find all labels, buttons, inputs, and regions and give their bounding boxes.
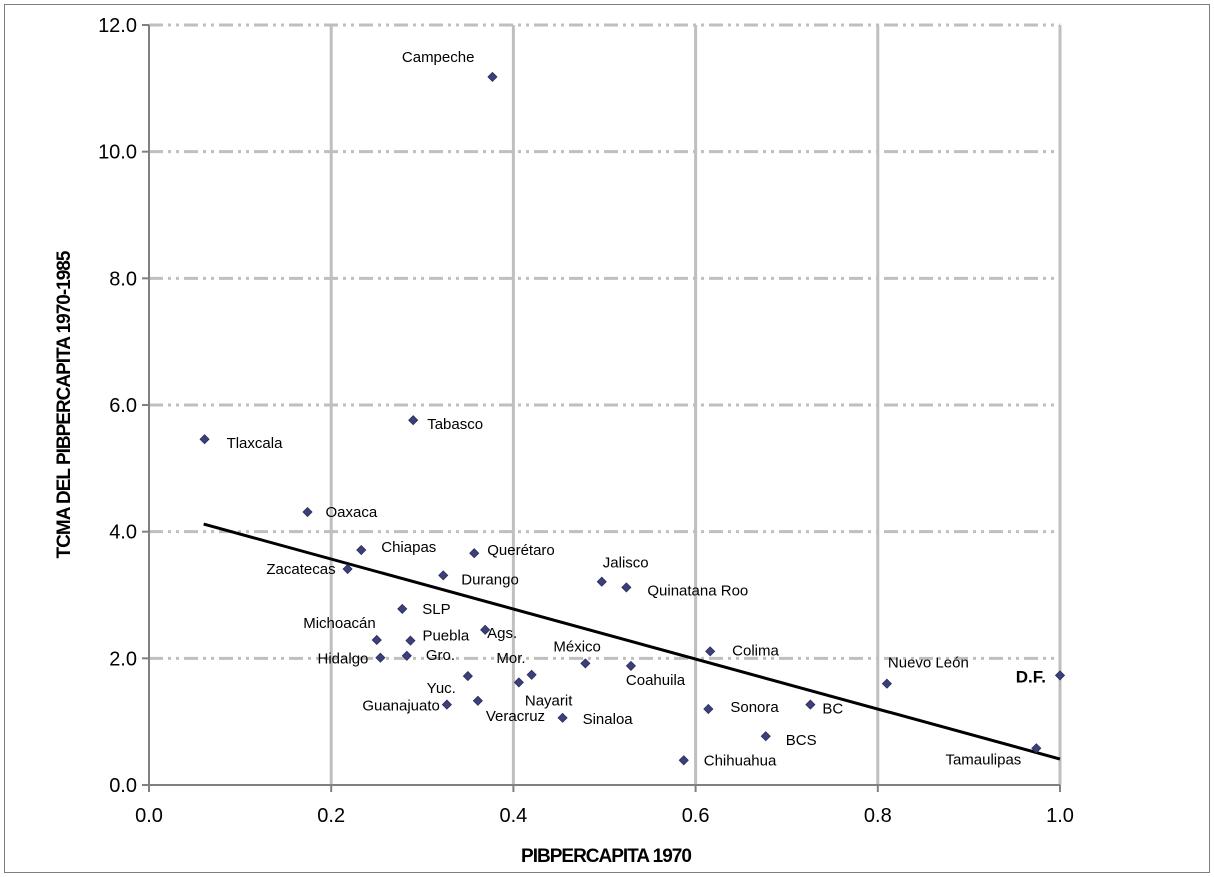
data-point-marker xyxy=(401,650,412,661)
data-point-marker xyxy=(805,699,816,710)
y-axis-title: TCMA DEL PIBPERCAPITA 1970-1985 xyxy=(54,250,75,558)
x-tick-label: 0.4 xyxy=(499,805,527,827)
x-tick-label: 0.8 xyxy=(864,805,892,827)
data-point-label: Sinaloa xyxy=(583,711,634,728)
data-point-label: Gro. xyxy=(426,647,455,664)
data-point-marker xyxy=(342,563,353,575)
data-point-label: Nuevo León xyxy=(888,655,969,672)
trendline-group xyxy=(203,522,1061,761)
data-point-label: D.F. xyxy=(1016,667,1046,686)
data-point-label: Coahuila xyxy=(626,672,686,689)
data-point-label: BCS xyxy=(786,732,817,749)
data-point-marker xyxy=(557,712,568,723)
data-point-marker xyxy=(462,671,473,682)
y-tick-label: 8.0 xyxy=(109,268,137,290)
data-point-marker xyxy=(199,434,210,445)
data-point-marker xyxy=(441,699,452,710)
data-point-label: BC xyxy=(822,701,843,718)
point-labels: Campeche Tabasco Tlaxcala Oaxaca Chiapas Quer… xyxy=(227,49,1046,769)
y-tick-label: 0.0 xyxy=(109,775,137,797)
y-tick-label: 12.0 xyxy=(98,15,137,37)
data-point-marker xyxy=(302,506,313,518)
data-point-marker xyxy=(526,669,537,680)
data-point-label: Tlaxcala xyxy=(227,435,284,452)
data-point-label: Yuc. xyxy=(427,680,456,697)
x-tick-label: 1.0 xyxy=(1046,805,1074,827)
x-axis-title: PIBPERCAPITA 1970 xyxy=(521,846,691,867)
data-point-label: Sonora xyxy=(730,699,779,716)
data-point-marker xyxy=(580,658,591,669)
data-point-label: Michoacán xyxy=(303,615,376,632)
data-point-marker xyxy=(625,660,636,671)
y-tick-label: 4.0 xyxy=(109,522,137,544)
data-point-marker xyxy=(472,695,483,706)
data-point-marker xyxy=(596,576,607,587)
data-point-marker xyxy=(705,646,716,657)
data-point-label: Puebla xyxy=(422,628,469,645)
data-point-label: SLP xyxy=(422,601,450,618)
data-point-label: Zacatecas xyxy=(266,561,335,578)
tick-labels: 0.0 2.0 4.0 6.0 8.0 10.0 12.0 0.0 0.2 0.4 0.6 0.8 1.… xyxy=(98,15,1074,827)
x-tick-label: 0.2 xyxy=(317,805,345,827)
data-point-label: Chiapas xyxy=(381,539,436,556)
data-point-marker xyxy=(760,731,771,742)
data-point-marker xyxy=(1054,670,1066,681)
y-tick-label: 10.0 xyxy=(98,142,137,164)
data-point-label: Nayarit xyxy=(525,692,573,709)
data-point-label: Veracruz xyxy=(486,708,545,725)
data-point-marker xyxy=(678,755,689,766)
data-point-marker xyxy=(881,678,892,689)
y-tick-label: 2.0 xyxy=(109,648,137,670)
data-points xyxy=(199,71,1066,766)
data-point-marker xyxy=(356,544,367,556)
data-point-label: Chihuahua xyxy=(704,752,777,769)
data-point-marker xyxy=(487,71,498,82)
data-point-marker xyxy=(375,652,386,663)
data-point-label: Tabasco xyxy=(427,416,483,433)
data-point-label: Oaxaca xyxy=(326,504,378,521)
data-point-label: Durango xyxy=(461,571,519,588)
x-tick-label: 0.0 xyxy=(135,805,163,827)
data-point-marker xyxy=(621,582,632,593)
data-point-label: Guanajuato xyxy=(362,698,440,715)
data-point-label: Campeche xyxy=(402,49,475,66)
data-point-marker xyxy=(371,634,382,646)
x-tick-label: 0.6 xyxy=(682,805,710,827)
data-point-label: Hidalgo xyxy=(318,651,369,668)
data-point-label: Colima xyxy=(732,642,779,659)
data-point-label: Tamaulipas xyxy=(945,751,1021,768)
data-point-label: México xyxy=(553,638,601,655)
data-point-marker xyxy=(703,703,714,715)
data-point-label: Jalisco xyxy=(603,555,649,572)
data-point-label: Ags. xyxy=(487,625,517,642)
trendline xyxy=(203,522,1061,761)
data-point-marker xyxy=(513,677,524,688)
data-point-label: Querétaro xyxy=(487,542,555,559)
data-point-label: Mor. xyxy=(496,650,525,667)
data-point-marker xyxy=(408,415,419,426)
data-point-marker xyxy=(397,603,408,614)
data-point-marker xyxy=(469,548,480,559)
data-point-marker xyxy=(480,624,491,635)
axes xyxy=(142,24,1061,792)
data-point-marker xyxy=(405,635,416,646)
data-point-marker xyxy=(1031,743,1042,754)
y-tick-label: 6.0 xyxy=(109,395,137,417)
data-point-marker xyxy=(438,570,449,581)
data-point-label: Quinatana Roo xyxy=(647,582,748,599)
